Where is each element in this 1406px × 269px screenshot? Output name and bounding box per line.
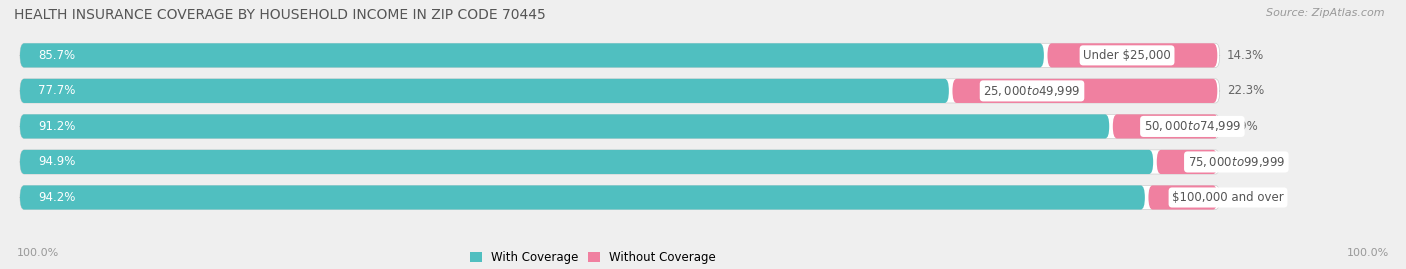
FancyBboxPatch shape	[20, 114, 1220, 139]
Text: $25,000 to $49,999: $25,000 to $49,999	[983, 84, 1081, 98]
Text: HEALTH INSURANCE COVERAGE BY HOUSEHOLD INCOME IN ZIP CODE 70445: HEALTH INSURANCE COVERAGE BY HOUSEHOLD I…	[14, 8, 546, 22]
FancyBboxPatch shape	[1149, 185, 1218, 210]
Text: $100,000 and over: $100,000 and over	[1173, 191, 1284, 204]
Text: 100.0%: 100.0%	[1347, 248, 1389, 258]
Text: 5.8%: 5.8%	[1227, 191, 1257, 204]
FancyBboxPatch shape	[952, 79, 1218, 103]
FancyBboxPatch shape	[20, 79, 949, 103]
FancyBboxPatch shape	[20, 185, 1144, 210]
Text: $50,000 to $74,999: $50,000 to $74,999	[1143, 119, 1241, 133]
Text: $75,000 to $99,999: $75,000 to $99,999	[1188, 155, 1285, 169]
FancyBboxPatch shape	[1047, 43, 1218, 68]
Text: 77.7%: 77.7%	[38, 84, 75, 97]
Text: Under $25,000: Under $25,000	[1083, 49, 1171, 62]
FancyBboxPatch shape	[1112, 114, 1219, 139]
Text: 94.9%: 94.9%	[38, 155, 75, 168]
Text: 22.3%: 22.3%	[1227, 84, 1264, 97]
FancyBboxPatch shape	[20, 114, 1109, 139]
Text: 91.2%: 91.2%	[38, 120, 75, 133]
Text: 8.9%: 8.9%	[1227, 120, 1258, 133]
FancyBboxPatch shape	[20, 185, 1220, 210]
FancyBboxPatch shape	[20, 43, 1220, 68]
Text: 94.2%: 94.2%	[38, 191, 75, 204]
FancyBboxPatch shape	[20, 79, 1220, 103]
FancyBboxPatch shape	[20, 150, 1220, 174]
Text: 5.1%: 5.1%	[1227, 155, 1257, 168]
Text: 100.0%: 100.0%	[17, 248, 59, 258]
Text: Source: ZipAtlas.com: Source: ZipAtlas.com	[1267, 8, 1385, 18]
FancyBboxPatch shape	[20, 150, 1153, 174]
FancyBboxPatch shape	[1157, 150, 1218, 174]
Text: 14.3%: 14.3%	[1227, 49, 1264, 62]
Text: 85.7%: 85.7%	[38, 49, 75, 62]
Legend: With Coverage, Without Coverage: With Coverage, Without Coverage	[467, 247, 720, 267]
FancyBboxPatch shape	[20, 43, 1043, 68]
